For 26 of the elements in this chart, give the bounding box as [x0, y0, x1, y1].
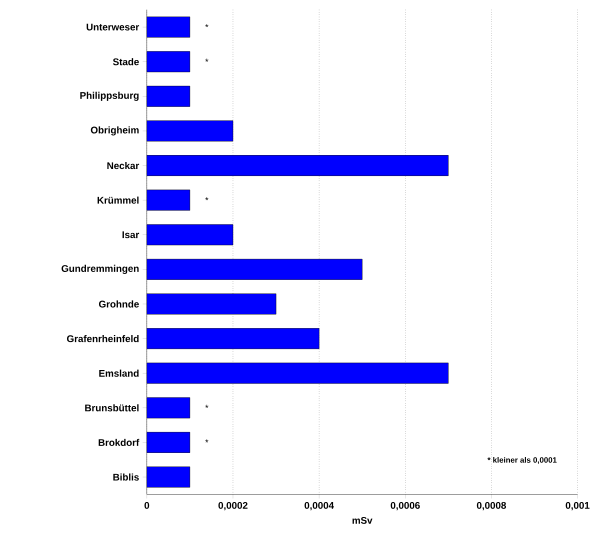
x-axis-title: mSv — [352, 516, 372, 524]
data-label: * — [205, 404, 208, 408]
y-tick-label: Brunsbüttel — [85, 404, 139, 412]
y-tick-label: Isar — [122, 231, 140, 238]
y-tick-label: Neckar — [107, 162, 140, 170]
x-tick-label: 0,0004 — [304, 502, 334, 510]
x-tick-label: 0,0006 — [390, 502, 420, 510]
data-label: * — [205, 24, 208, 28]
y-tick-label: Biblis — [113, 473, 139, 481]
y-tick-label: Gundremmingen — [62, 264, 139, 274]
data-label: * — [205, 439, 208, 442]
data-label: * — [205, 197, 208, 200]
data-label: * — [205, 58, 208, 62]
y-tick-label: Stade — [112, 58, 139, 66]
y-tick-label: Philippsburg — [80, 92, 139, 101]
x-tick-label: 0 — [144, 502, 150, 509]
x-tick-label: 0,0002 — [218, 502, 248, 510]
y-tick-label: Emsland — [99, 370, 139, 377]
x-tick-label: 0,001 — [566, 502, 590, 510]
y-tick-label: Brokdorf — [98, 438, 140, 446]
y-tick-label: Grohnde — [98, 300, 139, 308]
y-tick-label: Obrigheim — [90, 126, 139, 136]
y-tick-label: Krümmel — [98, 196, 139, 204]
x-tick-label: 0,0008 — [476, 502, 506, 510]
y-tick-label: Grafenrheinfeld — [67, 334, 139, 342]
y-tick-label: Unterweser — [86, 24, 140, 30]
